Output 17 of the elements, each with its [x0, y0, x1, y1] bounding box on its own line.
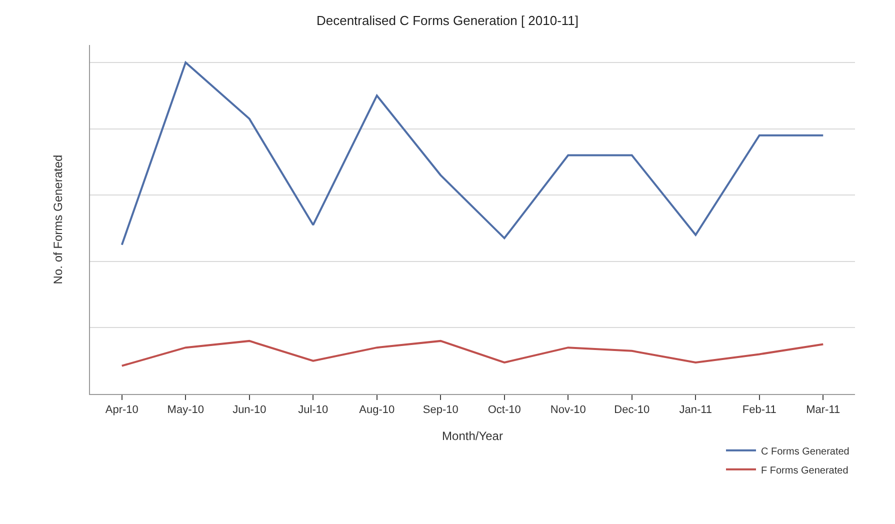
- legend-label: C Forms Generated: [761, 446, 850, 458]
- x-tick-label: Mar-11: [806, 404, 840, 416]
- x-tick-label: Apr-10: [105, 404, 138, 416]
- x-tick-label: Sep-10: [422, 404, 458, 416]
- x-tick-label: Jun-10: [232, 404, 266, 416]
- x-tick-label: Nov-10: [550, 404, 586, 416]
- x-tick-label: Aug-10: [359, 404, 395, 416]
- chart-title: Decentralised C Forms Generation [ 2010-11]: [316, 12, 579, 28]
- x-axis-title: Month/Year: [442, 429, 503, 443]
- x-tick-label: Jul-10: [298, 404, 328, 416]
- x-tick-label: Oct-10: [488, 404, 521, 416]
- x-tick-label: Jan-11: [679, 404, 712, 416]
- legend-label: F Forms Generated: [761, 465, 848, 476]
- x-tick-label: Dec-10: [614, 404, 650, 416]
- x-tick-label: Feb-11: [742, 404, 776, 416]
- x-tick-label: May-10: [167, 404, 204, 416]
- y-axis-title: No. of Forms Generated: [51, 154, 65, 284]
